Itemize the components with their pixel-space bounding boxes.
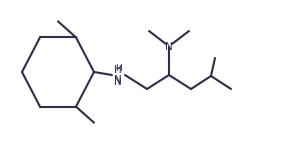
Text: H: H [115,64,121,73]
Text: H
N: H N [114,65,122,85]
Text: N: N [114,77,122,87]
Text: N: N [165,42,173,52]
